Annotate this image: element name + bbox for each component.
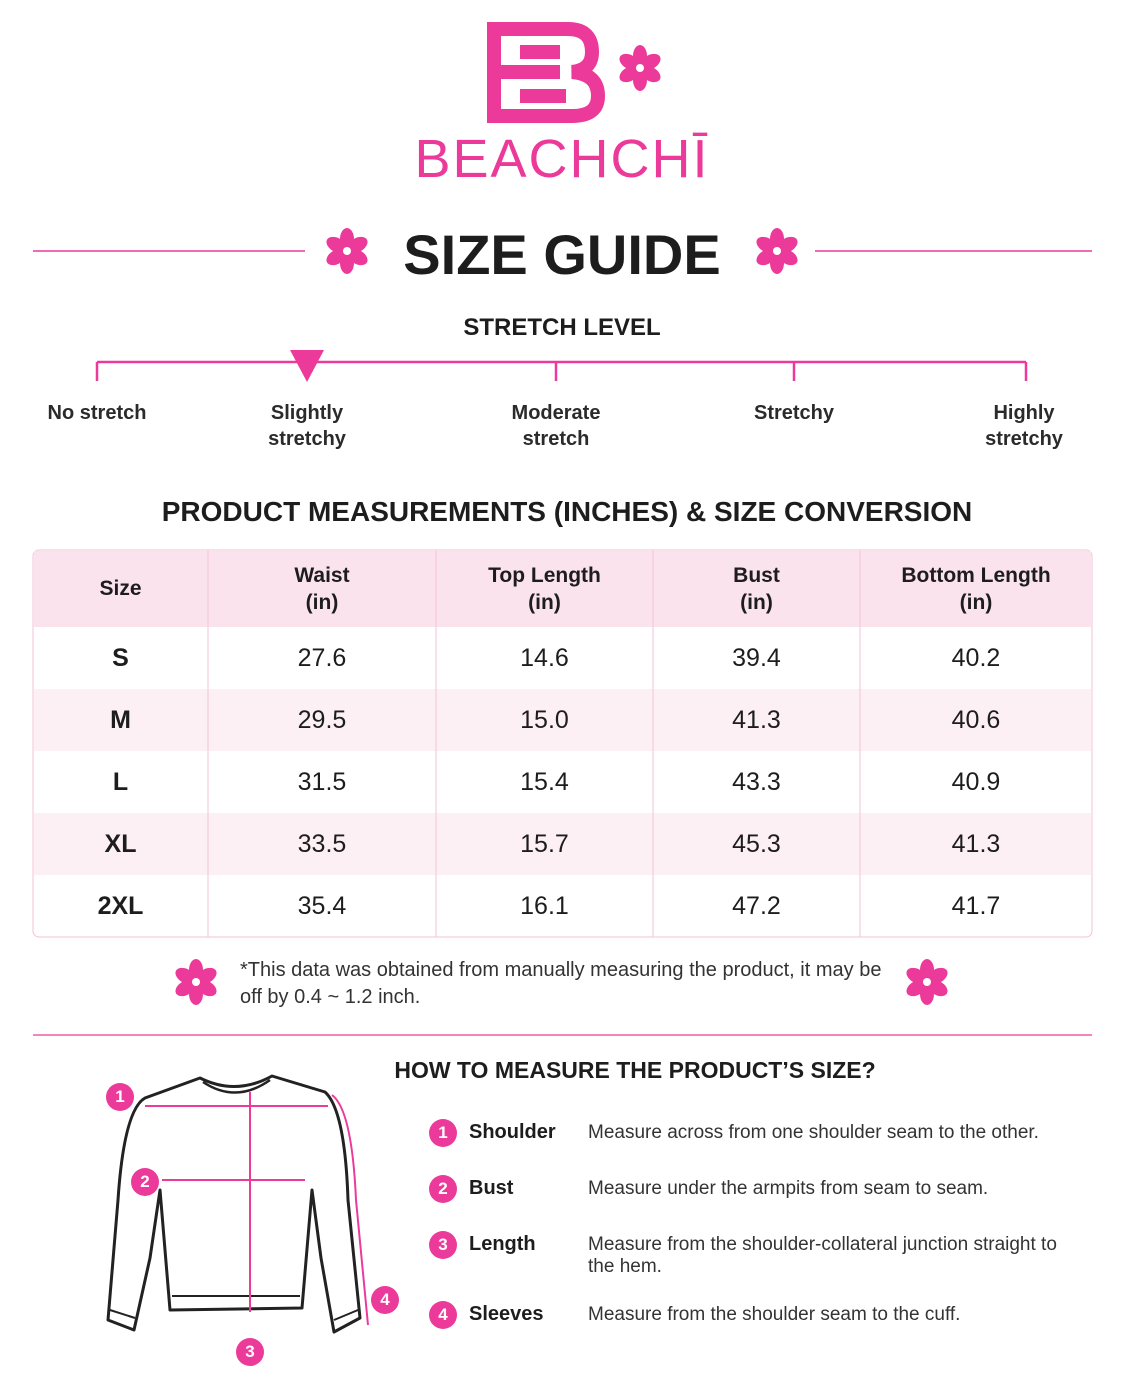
header-cell: Size (33, 550, 208, 627)
stretch-level: No stretch (47, 402, 147, 424)
table-cell: 45.3 (732, 829, 781, 858)
step-description: Measure across from one shoulder seam to… (588, 1122, 1039, 1143)
header-label: Bust (733, 563, 780, 587)
stretch-marker (290, 350, 324, 382)
step-name: Sleeves (469, 1303, 544, 1325)
measure-lines (145, 1092, 369, 1326)
header-unit: (in) (528, 590, 561, 614)
table-cell: 40.9 (951, 767, 1001, 796)
diagram-number: 3 (236, 1338, 264, 1366)
header-label: Size (99, 577, 142, 600)
flower (172, 959, 220, 1005)
table-cell: 41.3 (951, 829, 1001, 858)
header-cell: Top Length (in) (436, 550, 653, 627)
diagram-number: 1 (106, 1083, 134, 1111)
step-name: Shoulder (469, 1121, 556, 1143)
stretch-level: Highly stretchy (985, 402, 1063, 450)
table-cell: 41.7 (951, 891, 1001, 920)
step-number: 4 (429, 1301, 457, 1329)
step-number: 2 (429, 1175, 457, 1203)
header-label: Bottom Length (901, 563, 1051, 587)
header-label: Top Length (488, 563, 601, 587)
diagram-number: 2 (131, 1168, 159, 1196)
table-cell: 15.0 (520, 705, 569, 734)
table-title: PRODUCT MEASUREMENTS (INCHES) & SIZE CON… (161, 496, 973, 527)
step-number: 1 (429, 1119, 457, 1147)
step-description: Measure under the armpits from seam to s… (588, 1178, 989, 1199)
brand-name: BEACHCHĪ (414, 129, 710, 189)
step-description: Measure from the shoulder seam to the cu… (588, 1304, 961, 1325)
howto-title: HOW TO MEASURE THE PRODUCT’S SIZE? (394, 1057, 876, 1083)
note: *This data was obtained from manually me… (240, 959, 882, 1008)
diagram-number: 4 (371, 1286, 399, 1314)
stretch-level: Moderate stretch (511, 402, 601, 450)
table-cell: 31.5 (297, 767, 347, 796)
table-header-bg (34, 551, 1091, 627)
table-cell: 15.4 (520, 767, 569, 796)
header-cell: Waist (in) (208, 550, 436, 627)
stretch-level: Stretchy (753, 402, 835, 424)
table-cell: 29.5 (297, 705, 347, 734)
step-name: Bust (469, 1177, 514, 1199)
table-lines (207, 550, 861, 937)
table-cell: S (112, 643, 129, 672)
header-unit: (in) (959, 590, 993, 614)
flower (903, 959, 951, 1005)
table-cell: 41.3 (732, 705, 781, 734)
table-cell: 40.2 (951, 643, 1001, 672)
table-cell: 39.4 (732, 643, 781, 672)
step-number: 3 (429, 1231, 457, 1259)
logo-flower (616, 45, 664, 91)
sweatshirt (106, 1074, 362, 1334)
header-cell: Bust (in) (653, 550, 860, 627)
table-cell: 2XL (97, 891, 144, 920)
table-cell: 35.4 (297, 891, 347, 920)
table-cell: 27.6 (297, 643, 347, 672)
title: SIZE GUIDE (403, 223, 721, 286)
table-cell: 14.6 (520, 643, 569, 672)
table-cell: 15.7 (520, 829, 569, 858)
logo (487, 22, 606, 123)
step-description: Measure from the shoulder-collateral jun… (588, 1234, 1057, 1277)
header-unit: (in) (740, 590, 773, 614)
table-cell: 16.1 (520, 891, 569, 920)
table-cell: L (112, 767, 129, 796)
table-cell: 40.6 (951, 705, 1001, 734)
header-label: Waist (294, 563, 350, 587)
row-bg (34, 813, 1091, 875)
stretch-scale (95, 360, 1028, 381)
header-cell: Bottom Length (in) (860, 550, 1092, 627)
step-name: Length (469, 1233, 536, 1255)
stretch-level: Slightly stretchy (268, 402, 346, 450)
table-cell: XL (104, 829, 137, 858)
table-cell: 47.2 (732, 891, 781, 920)
stretch-title: STRETCH LEVEL (463, 314, 661, 341)
table-cell: M (110, 705, 131, 734)
table-cell: 43.3 (732, 767, 781, 796)
table-cell: 33.5 (297, 829, 347, 858)
row-bg (34, 689, 1091, 751)
header-unit: (in) (305, 590, 339, 614)
